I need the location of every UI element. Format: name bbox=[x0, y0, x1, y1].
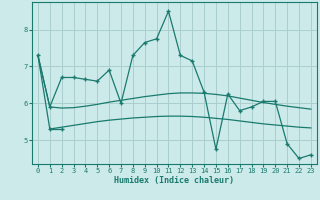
X-axis label: Humidex (Indice chaleur): Humidex (Indice chaleur) bbox=[115, 176, 234, 185]
